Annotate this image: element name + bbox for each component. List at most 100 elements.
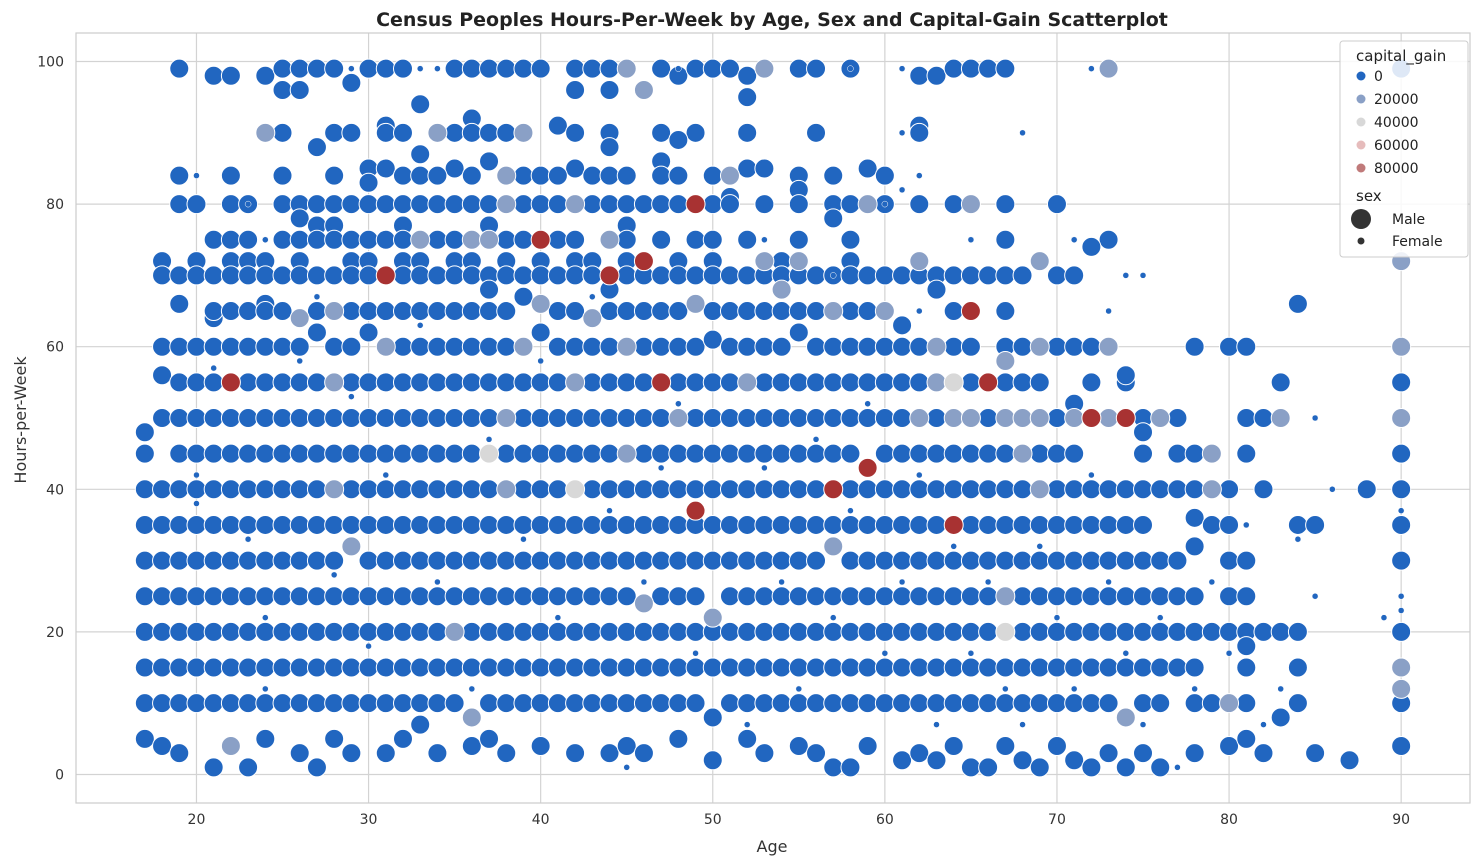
data-point-male <box>1253 743 1274 764</box>
data-point-male <box>1184 443 1205 464</box>
data-point-male <box>479 229 500 250</box>
data-point-male <box>306 229 327 250</box>
data-point-male <box>289 408 310 428</box>
data-point-male <box>203 229 224 250</box>
data-point-male <box>633 621 654 642</box>
data-point-male <box>358 322 379 343</box>
data-point-male <box>289 443 310 464</box>
data-point-male <box>995 550 1016 571</box>
data-point-male <box>1115 479 1136 500</box>
data-point-male <box>513 586 534 607</box>
data-point-male <box>651 301 672 322</box>
data-point-male <box>685 336 706 357</box>
data-point-female <box>812 436 820 443</box>
data-point-male <box>651 165 672 186</box>
data-point-male <box>788 735 809 756</box>
data-point-male <box>134 728 155 749</box>
data-point-male <box>1064 550 1085 571</box>
data-point-male <box>633 408 654 428</box>
data-point-male <box>1184 536 1205 557</box>
data-point-female <box>1105 307 1112 315</box>
data-point-female <box>1156 614 1164 621</box>
x-tick-label: 40 <box>532 812 550 828</box>
data-point-male <box>289 657 310 678</box>
data-point-male <box>668 586 689 607</box>
data-point-male <box>1150 479 1171 500</box>
data-point-male <box>960 479 981 500</box>
data-point-male <box>1081 514 1102 535</box>
data-point-male <box>1133 693 1154 714</box>
data-point-male <box>582 58 603 79</box>
data-point-female <box>916 471 923 479</box>
data-point-male <box>719 408 740 428</box>
data-point-female <box>606 507 613 514</box>
data-point-male <box>1029 443 1050 464</box>
data-point-male <box>410 229 431 250</box>
data-point-male <box>392 122 413 143</box>
data-point-female <box>1311 592 1319 600</box>
data-point-male <box>1167 621 1188 642</box>
x-tick-labels: 20 30 40 50 60 70 80 90 <box>188 812 1411 828</box>
data-point-male <box>1115 365 1136 386</box>
data-point-female <box>795 685 803 693</box>
data-point-male <box>306 757 327 778</box>
data-point-male <box>547 194 568 215</box>
data-point-female <box>829 614 837 621</box>
data-point-female <box>1053 614 1061 621</box>
data-point-male <box>995 586 1016 607</box>
data-point-male <box>427 301 448 322</box>
data-points <box>134 58 1412 778</box>
data-point-male <box>1133 443 1154 464</box>
data-point-male <box>840 372 861 393</box>
data-point-male <box>1081 236 1102 257</box>
data-point-male <box>547 301 568 322</box>
data-point-male <box>496 165 517 186</box>
data-point-male <box>238 586 259 607</box>
data-point-male <box>530 58 551 79</box>
data-point-male <box>220 229 241 250</box>
data-point-male <box>668 265 689 286</box>
data-point-male <box>960 372 981 393</box>
data-point-male <box>892 750 913 771</box>
data-point-male <box>995 408 1016 428</box>
data-point-male <box>1167 408 1188 428</box>
data-point-male <box>995 657 1016 678</box>
data-point-male <box>186 372 207 393</box>
data-point-male <box>1184 693 1205 714</box>
data-point-male <box>444 479 465 500</box>
data-point-female <box>1088 471 1095 479</box>
data-point-male <box>1133 743 1154 764</box>
data-point-male <box>874 165 895 186</box>
data-point-male <box>943 586 964 607</box>
data-point-male <box>771 621 792 642</box>
data-point-male <box>978 657 999 678</box>
data-point-male <box>220 443 241 464</box>
data-point-male <box>324 165 345 186</box>
legend-size-title: sex <box>1356 187 1382 205</box>
data-point-male <box>582 693 603 714</box>
data-point-male <box>857 621 878 642</box>
data-point-male <box>960 443 981 464</box>
data-point-male <box>134 657 155 678</box>
data-point-male <box>1391 443 1412 464</box>
data-point-male <box>530 372 551 393</box>
data-point-male <box>823 336 844 357</box>
data-point-male <box>1167 586 1188 607</box>
data-point-male <box>461 735 482 756</box>
data-point-male <box>203 514 224 535</box>
data-point-male <box>788 372 809 393</box>
data-point-male <box>771 372 792 393</box>
data-point-female <box>1243 521 1250 529</box>
data-point-male <box>513 122 534 143</box>
data-point-male <box>444 336 465 357</box>
data-point-male <box>719 194 740 215</box>
data-point-male <box>943 693 964 714</box>
data-point-male <box>1184 743 1205 764</box>
data-point-male <box>1167 443 1188 464</box>
data-point-female <box>692 650 699 657</box>
data-point-male <box>1391 550 1412 571</box>
data-point-male <box>1167 550 1188 571</box>
data-point-male <box>238 301 259 322</box>
data-point-male <box>909 479 930 500</box>
data-point-male <box>410 693 431 714</box>
